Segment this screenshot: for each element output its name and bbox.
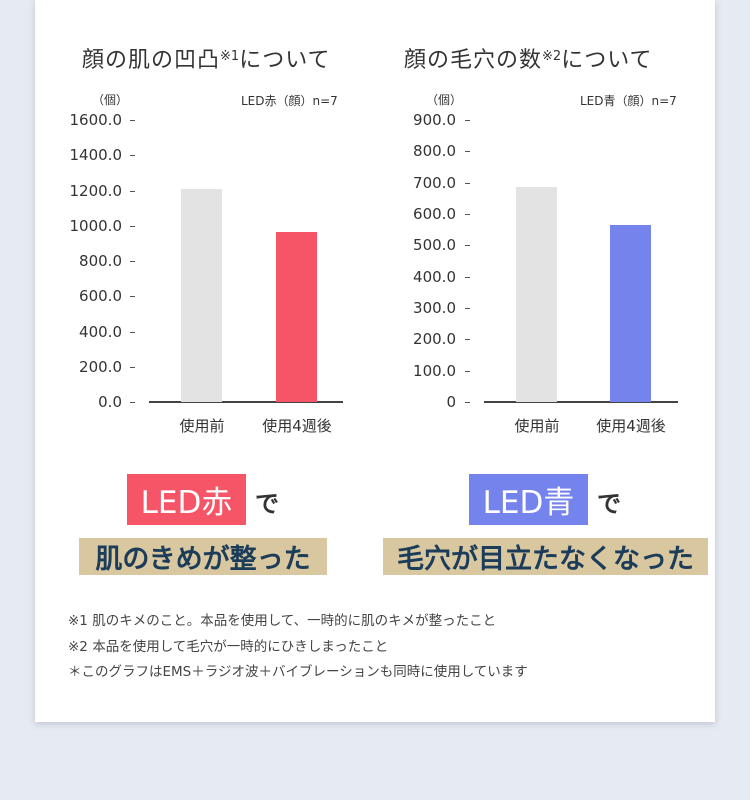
- y-tick-label: 500.0: [413, 236, 456, 255]
- y-tick-mark: [130, 296, 135, 298]
- y-tick-label: 1400.0: [69, 146, 123, 165]
- result-pores: 毛穴が目立たなくなった: [383, 538, 708, 575]
- x-label-before: 使用前: [179, 417, 225, 435]
- y-tick-mark: [465, 182, 470, 184]
- x-axis-line: [149, 401, 343, 403]
- y-tick-mark: [130, 261, 135, 262]
- bar-after: [276, 231, 317, 402]
- y-tick-label: 700.0: [413, 173, 456, 192]
- y-tick-mark: [130, 402, 135, 403]
- footnote-1: ※1 肌のキメのこと。本品を使用して、一時的に肌のキメが整ったこと: [68, 613, 497, 629]
- y-tick-label: 1000.0: [69, 216, 123, 235]
- x-axis-line: [484, 401, 678, 403]
- footnote-graph: ＊このグラフはEMS＋ラジオ波＋バイブレーションも同時に使用しています: [68, 664, 528, 680]
- y-tick-label: 800.0: [79, 252, 122, 270]
- y-axis-unit: （個）: [426, 93, 463, 107]
- y-tick-mark: [130, 155, 135, 157]
- chart-title-main: 顔の毛穴の数: [404, 48, 543, 73]
- y-axis-unit: （個）: [92, 93, 129, 107]
- footnote-ref: ※1: [220, 49, 240, 64]
- y-tick-label: 1200.0: [69, 181, 123, 200]
- y-tick-label: 200.0: [413, 330, 456, 349]
- footnote-ref: ※2: [542, 49, 562, 64]
- y-tick-label: 800.0: [413, 142, 456, 161]
- chart-title: 顔の毛穴の数※2について: [404, 42, 653, 74]
- bar-after: [610, 224, 651, 402]
- y-tick-mark: [465, 402, 470, 403]
- particle-de: で: [597, 490, 621, 518]
- led-red-badge: LED赤: [127, 474, 246, 525]
- y-tick-mark: [465, 245, 470, 247]
- x-label-before: 使用前: [514, 417, 560, 435]
- bar-before: [516, 187, 557, 402]
- bar-before: [181, 188, 222, 402]
- series-label: LED青（顔）n=7: [580, 94, 677, 108]
- y-tick-label: 900.0: [413, 111, 456, 129]
- y-tick-label: 100.0: [413, 361, 456, 380]
- content-card: [35, 0, 715, 722]
- y-tick-label: 600.0: [413, 205, 456, 223]
- y-tick-label: 0: [446, 393, 456, 411]
- y-tick-label: 600.0: [79, 287, 122, 306]
- chart-title-tail: について: [239, 48, 331, 73]
- footnote-2: ※2 本品を使用して毛穴が一時的にひきしまったこと: [68, 639, 389, 655]
- y-tick-mark: [130, 331, 135, 333]
- chart-title-main: 顔の肌の凹凸: [82, 48, 221, 73]
- y-tick-label: 400.0: [413, 267, 456, 286]
- y-tick-label: 400.0: [79, 322, 122, 341]
- y-tick-mark: [465, 214, 470, 215]
- y-tick-label: 200.0: [79, 357, 122, 376]
- y-tick-mark: [465, 339, 470, 341]
- result-skin-texture: 肌のきめが整った: [79, 538, 327, 575]
- y-tick-mark: [130, 120, 135, 121]
- chart-title: 顔の肌の凹凸※1について: [82, 42, 331, 74]
- y-tick-label: 0.0: [98, 393, 122, 411]
- y-tick-mark: [465, 276, 470, 278]
- chart-title-tail: について: [561, 48, 653, 73]
- y-tick-mark: [465, 151, 470, 153]
- x-label-after: 使用4週後: [596, 417, 666, 435]
- series-label: LED赤（顔）n=7: [241, 94, 338, 108]
- y-tick-mark: [130, 366, 135, 368]
- y-tick-mark: [465, 308, 470, 309]
- y-tick-label: 1600.0: [69, 111, 123, 129]
- y-tick-mark: [465, 120, 470, 121]
- led-blue-badge: LED青: [469, 474, 588, 525]
- y-tick-mark: [130, 190, 135, 192]
- y-tick-mark: [130, 225, 135, 227]
- x-label-after: 使用4週後: [262, 417, 332, 435]
- y-tick-mark: [465, 370, 470, 372]
- particle-de: で: [255, 490, 279, 518]
- y-tick-label: 300.0: [413, 299, 456, 317]
